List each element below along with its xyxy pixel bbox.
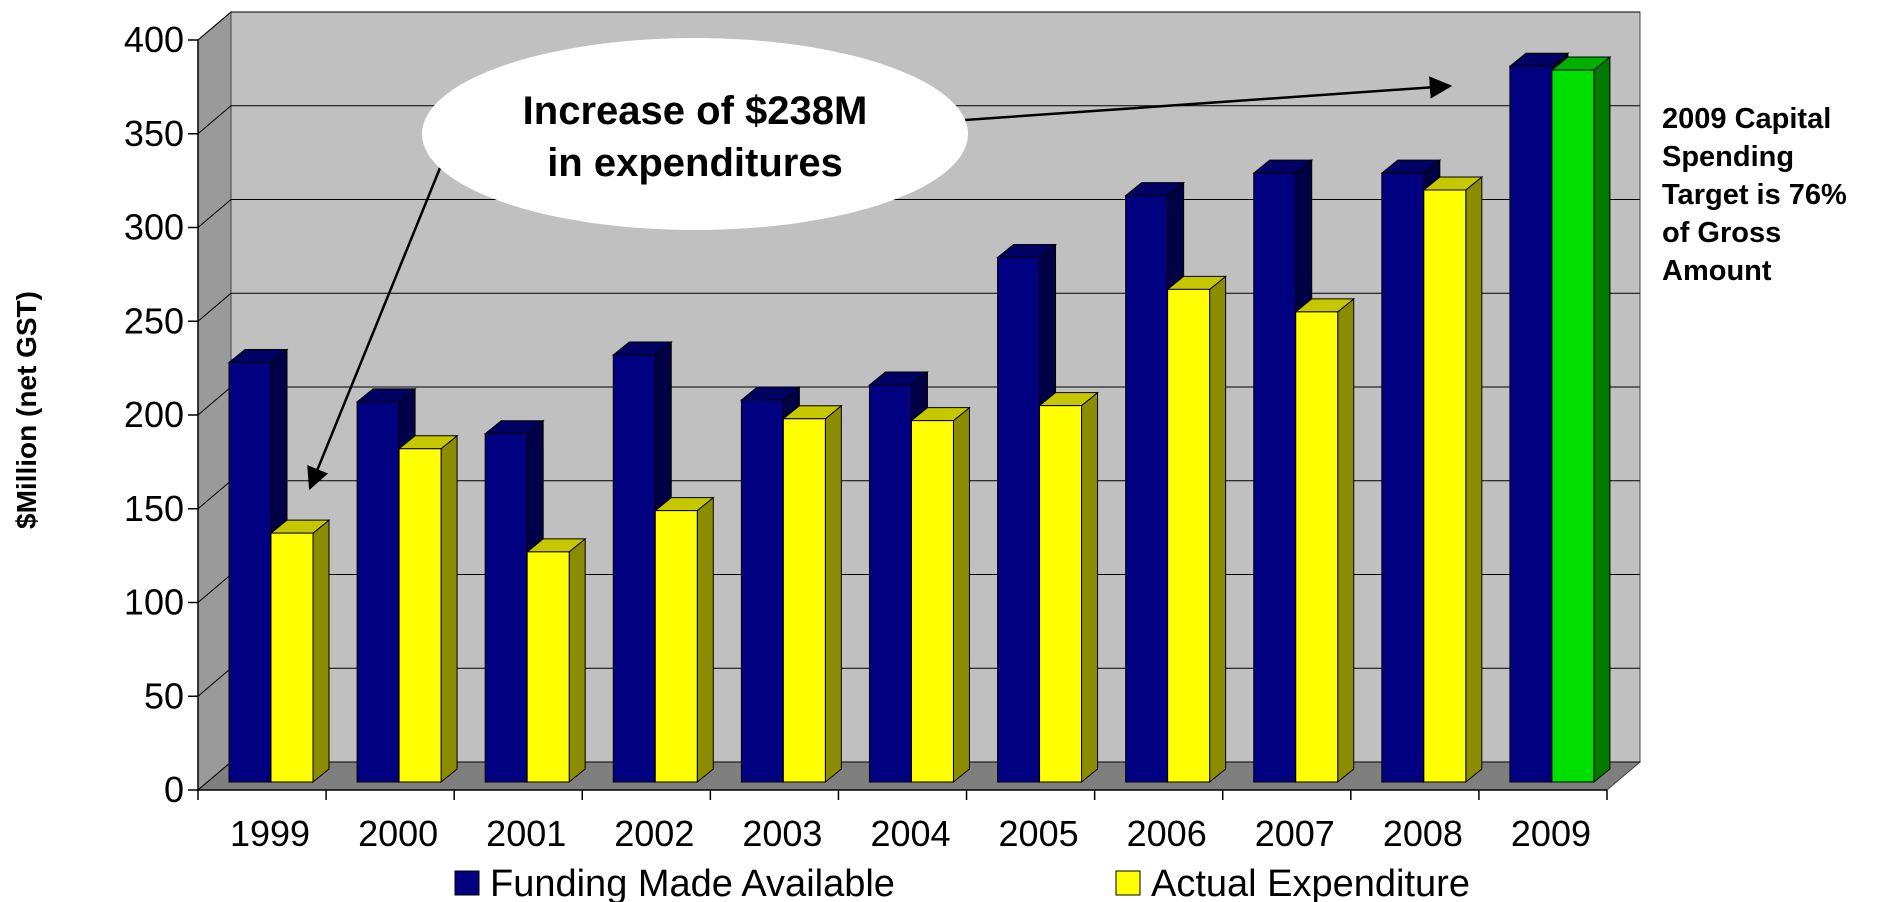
bar-side [1594, 57, 1610, 782]
y-axis-label: $Million (net GST) [11, 291, 42, 529]
y-tick-label: 200 [124, 394, 184, 435]
y-tick-label: 300 [124, 207, 184, 248]
bar-front [1040, 406, 1082, 782]
side-note: 2009 Capital Spending Target is 76% of G… [1662, 103, 1847, 287]
bar-front [911, 421, 953, 782]
bar-front [741, 400, 783, 782]
bar-side [825, 406, 841, 782]
bar-front [357, 402, 399, 782]
bar-side [441, 436, 457, 782]
bar-expenditure-2003 [783, 406, 841, 782]
bar-front [613, 355, 655, 782]
x-tick-label: 2003 [742, 813, 822, 854]
bar-front [1296, 312, 1338, 782]
y-tick-label: 400 [124, 19, 184, 60]
bar-front [1424, 190, 1466, 782]
bar-expenditure-2002 [655, 498, 713, 782]
legend-swatch-funding [455, 871, 479, 895]
bar-expenditure-2004 [911, 408, 969, 782]
bar-side [313, 520, 329, 782]
bar-front [1382, 173, 1424, 782]
callout-line-1: Increase of $238M [523, 89, 868, 133]
legend-label-expenditure: Actual Expenditure [1151, 863, 1470, 902]
bar-front [655, 511, 697, 782]
y-tick-label: 0 [164, 769, 184, 810]
bar-side [1466, 177, 1482, 782]
bar-expenditure-2005 [1040, 393, 1098, 782]
callout-ellipse [422, 38, 968, 230]
x-tick-label: 2001 [486, 813, 566, 854]
y-tick-label: 100 [124, 582, 184, 623]
bar-front [869, 385, 911, 782]
bar-front [527, 552, 569, 782]
bar-side [697, 498, 713, 782]
x-tick-label: 2005 [999, 813, 1079, 854]
bar-front [783, 419, 825, 782]
bar-expenditure-2000 [399, 436, 457, 782]
bar-side [1082, 393, 1098, 782]
bar-front [399, 449, 441, 782]
side-note-line-3: Target is 76% [1662, 179, 1847, 211]
x-tick-label: 2006 [1127, 813, 1207, 854]
bar-side [569, 539, 585, 782]
callout-line-2: in expenditures [547, 141, 843, 185]
bar-side [1338, 299, 1354, 782]
bar-expenditure-2006 [1168, 276, 1226, 782]
x-tick-label: 1999 [230, 813, 310, 854]
bar-expenditure-1999 [271, 520, 329, 782]
bar-side [953, 408, 969, 782]
bar-front [998, 258, 1040, 783]
bar-front [271, 533, 313, 782]
legend-swatch-expenditure [1116, 871, 1140, 895]
x-tick-label: 2009 [1511, 813, 1591, 854]
x-tick-label: 2007 [1255, 813, 1335, 854]
y-tick-label: 350 [124, 113, 184, 154]
side-note-line-1: 2009 Capital [1662, 103, 1831, 135]
x-tick-label: 2002 [614, 813, 694, 854]
bar-expenditure-2001 [527, 539, 585, 782]
x-axis-ticks: 1999 2000 2001 2002 2003 2004 2005 2006 2007 2008… [198, 790, 1607, 854]
y-tick-label: 50 [144, 675, 184, 716]
bar-front [485, 434, 527, 782]
bar-expenditure-2007 [1296, 299, 1354, 782]
x-tick-label: 2000 [358, 813, 438, 854]
x-tick-label: 2004 [870, 813, 950, 854]
bar-front [1510, 66, 1552, 782]
legend-label-funding: Funding Made Available [490, 863, 895, 902]
bar-side [1210, 276, 1226, 782]
side-note-line-4: of Gross [1662, 217, 1781, 249]
side-note-line-5: Amount [1662, 255, 1772, 287]
bar-expenditure-2008 [1424, 177, 1482, 782]
y-tick-label: 250 [124, 300, 184, 341]
y-tick-label: 150 [124, 488, 184, 529]
bar-front [229, 363, 271, 783]
side-note-line-2: Spending [1662, 141, 1794, 173]
bar-front [1552, 70, 1594, 782]
bar-front [1126, 196, 1168, 782]
y-axis-ticks: 0 50 100 150 200 250 300 350 400 [124, 19, 198, 810]
x-tick-label: 2008 [1383, 813, 1463, 854]
legend: Funding Made Available Actual Expenditur… [455, 863, 1470, 902]
bar-expenditure-2009 [1552, 57, 1610, 782]
bar-front [1168, 289, 1210, 782]
bar-front [1254, 173, 1296, 782]
